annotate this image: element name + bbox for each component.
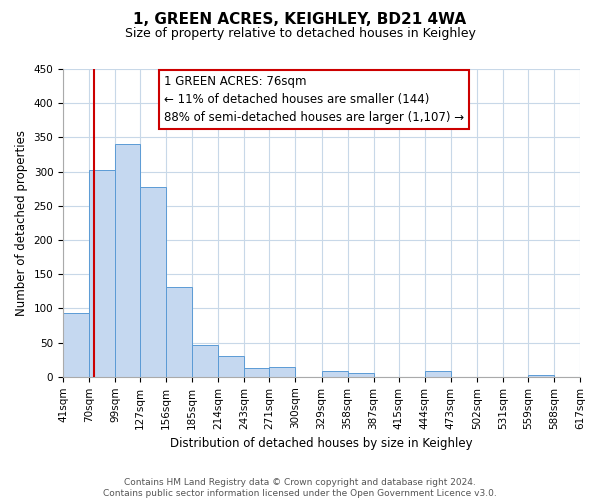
Y-axis label: Number of detached properties: Number of detached properties — [15, 130, 28, 316]
Bar — [166, 287, 192, 377]
Bar — [269, 367, 295, 377]
Bar — [244, 368, 269, 377]
Bar — [115, 144, 140, 377]
Bar — [425, 372, 451, 377]
Bar — [63, 313, 89, 377]
Text: Contains HM Land Registry data © Crown copyright and database right 2024.
Contai: Contains HM Land Registry data © Crown c… — [103, 478, 497, 498]
Text: 1 GREEN ACRES: 76sqm
← 11% of detached houses are smaller (144)
88% of semi-deta: 1 GREEN ACRES: 76sqm ← 11% of detached h… — [164, 75, 464, 124]
X-axis label: Distribution of detached houses by size in Keighley: Distribution of detached houses by size … — [170, 437, 473, 450]
Bar — [192, 344, 218, 377]
Bar — [528, 376, 554, 377]
Text: 1, GREEN ACRES, KEIGHLEY, BD21 4WA: 1, GREEN ACRES, KEIGHLEY, BD21 4WA — [133, 12, 467, 28]
Bar — [89, 170, 115, 377]
Bar — [322, 370, 347, 377]
Bar — [140, 186, 166, 377]
Bar — [347, 374, 374, 377]
Bar — [218, 356, 244, 377]
Text: Size of property relative to detached houses in Keighley: Size of property relative to detached ho… — [125, 28, 475, 40]
